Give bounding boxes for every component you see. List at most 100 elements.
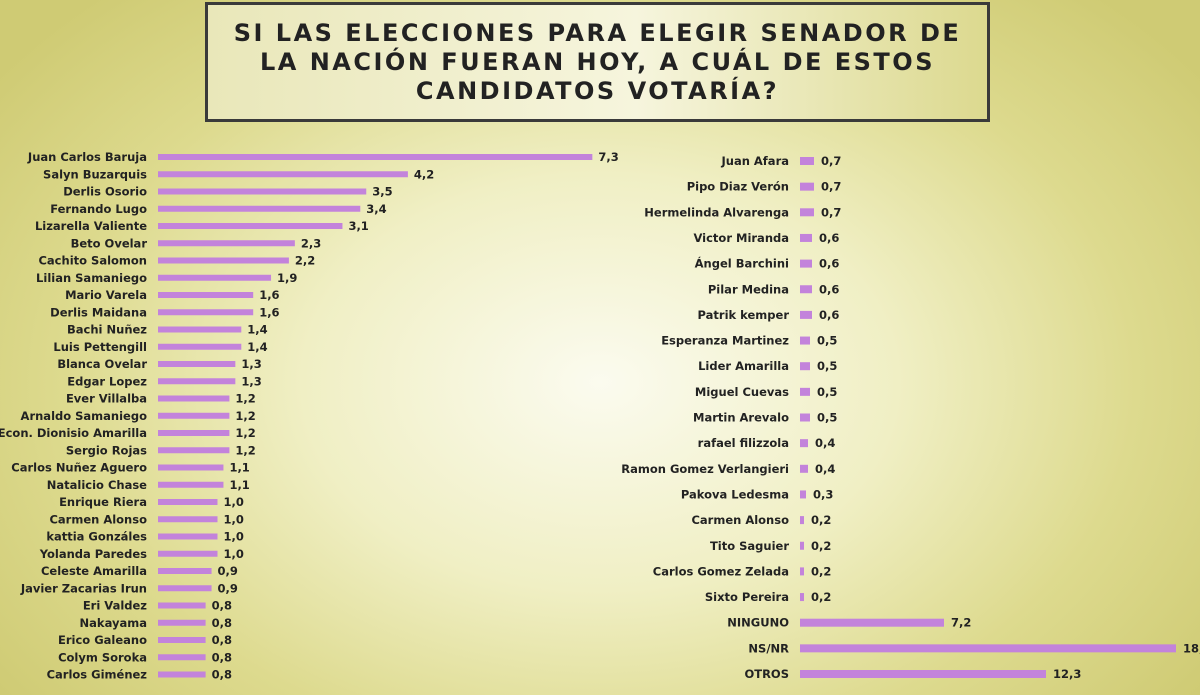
value-label: 0,6: [819, 308, 839, 322]
bar: [158, 343, 242, 350]
category-label: Pilar Medina: [708, 282, 789, 296]
value-label: 0,8: [212, 616, 232, 630]
value-label: 12,3: [1053, 667, 1081, 681]
value-label: 0,8: [212, 599, 232, 613]
bar: [158, 671, 206, 678]
bar: [158, 205, 361, 212]
bar: [800, 413, 810, 422]
bar: [158, 481, 224, 488]
bar: [158, 637, 206, 643]
value-label: 0,2: [811, 564, 831, 578]
value-label: 2,2: [295, 254, 315, 268]
value-label: 1,4: [247, 323, 267, 337]
category-label: Lilian Samaniego: [36, 271, 147, 285]
category-label: Econ. Dionisio Amarilla: [0, 426, 147, 440]
category-label: Blanca Ovelar: [57, 357, 147, 371]
category-label: Beto Ovelar: [71, 236, 148, 250]
value-label: 18,8: [1183, 641, 1200, 655]
bar: [800, 387, 810, 396]
category-label: Lizarella Valiente: [35, 219, 147, 233]
value-label: 0,8: [212, 633, 232, 647]
category-label: Carmen Alonso: [691, 513, 789, 527]
bar: [158, 257, 289, 264]
value-label: 7,3: [598, 150, 618, 164]
bar: [158, 447, 230, 454]
category-label: Tito Saguier: [710, 539, 789, 553]
category-label: Ever Villalba: [66, 392, 147, 406]
bar: [158, 430, 230, 436]
value-label: 0,5: [817, 359, 837, 373]
category-label: Eri Valdez: [83, 599, 147, 613]
bar: [158, 378, 236, 385]
bar: [800, 310, 812, 319]
category-label: Carlos Nuñez Aguero: [11, 461, 147, 475]
value-label: 3,5: [372, 185, 392, 199]
category-label: Derlis Maidana: [50, 305, 147, 319]
value-label: 1,2: [235, 392, 255, 406]
value-label: 0,7: [821, 180, 841, 194]
value-label: 0,3: [813, 487, 833, 501]
value-label: 1,9: [277, 271, 297, 285]
bar: [158, 585, 212, 592]
category-label: Victor Miranda: [693, 231, 789, 245]
category-label: NS/NR: [748, 641, 789, 655]
value-label: 1,2: [235, 426, 255, 440]
category-label: Celeste Amarilla: [41, 564, 147, 578]
category-label: Carlos Gomez Zelada: [653, 564, 789, 578]
chart-right: Juan Afara 0,7 Pipo Diaz Verón 0,7 Hermelind…: [621, 154, 1200, 681]
bar: [800, 259, 812, 268]
value-label: 7,2: [951, 616, 971, 630]
category-label: Carmen Alonso: [49, 512, 147, 526]
value-label: 0,9: [218, 581, 238, 595]
bar: [800, 439, 808, 448]
bar: [158, 223, 343, 229]
category-label: Martin Arevalo: [693, 411, 789, 425]
value-label: 1,0: [224, 530, 244, 544]
value-label: 0,5: [817, 334, 837, 348]
bar: [800, 567, 804, 576]
bar: [158, 395, 230, 402]
category-label: Fernando Lugo: [50, 202, 147, 216]
bar: [158, 533, 218, 540]
value-label: 2,3: [301, 236, 321, 250]
bar: [158, 154, 593, 160]
category-label: Esperanza Martinez: [661, 334, 789, 348]
category-label: OTROS: [744, 667, 789, 681]
category-label: Juan Afara: [720, 154, 789, 168]
chart-title: SI LAS ELECCIONES PARA ELEGIR SENADOR DE…: [233, 18, 962, 105]
bar: [158, 326, 242, 333]
value-label: 0,7: [821, 154, 841, 168]
category-label: Salyn Buzarquis: [43, 167, 147, 181]
bar: [158, 464, 224, 471]
value-label: 0,2: [811, 513, 831, 527]
bar: [158, 550, 218, 557]
category-label: Natalicio Chase: [47, 478, 147, 492]
value-label: 0,8: [212, 668, 232, 682]
value-label: 0,9: [218, 564, 238, 578]
bar: [158, 188, 367, 195]
category-label: Luis Pettengill: [53, 340, 147, 354]
value-label: 3,1: [348, 219, 368, 233]
category-label: Arnaldo Samaniego: [21, 409, 148, 423]
value-label: 1,2: [235, 443, 255, 457]
title-box: SI LAS ELECCIONES PARA ELEGIR SENADOR DE…: [205, 2, 990, 122]
chart-left: Juan Carlos Baruja 7,3 Salyn Buzarquis 4,2 D…: [0, 150, 619, 682]
value-label: 1,0: [224, 495, 244, 509]
category-label: Javier Zacarias Irun: [20, 581, 147, 595]
category-label: Edgar Lopez: [67, 374, 147, 388]
value-label: 0,7: [821, 205, 841, 219]
value-label: 1,4: [247, 340, 267, 354]
bar: [800, 285, 812, 294]
bar: [800, 336, 810, 345]
value-label: 1,1: [229, 478, 249, 492]
value-label: 1,0: [224, 512, 244, 526]
bar: [158, 568, 212, 574]
bar: [800, 618, 944, 627]
value-label: 0,4: [815, 462, 835, 476]
value-label: 3,4: [366, 202, 386, 216]
bar: [158, 602, 206, 609]
value-label: 1,3: [241, 357, 261, 371]
bar: [158, 309, 254, 316]
value-label: 1,3: [241, 374, 261, 388]
bar: [800, 644, 1176, 653]
